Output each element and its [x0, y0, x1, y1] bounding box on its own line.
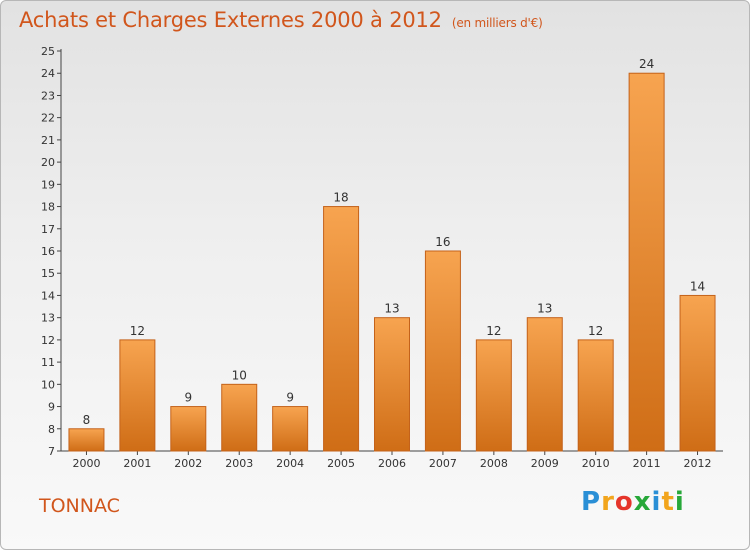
- logo-letter: P: [581, 487, 602, 517]
- bar: [526, 317, 563, 452]
- x-tick-label: 2000: [72, 457, 100, 470]
- y-tick-label: 22: [41, 112, 55, 125]
- x-tick-label: 2005: [327, 457, 355, 470]
- bar: [323, 206, 360, 452]
- y-tick-label: 12: [41, 334, 55, 347]
- x-tick-label: 2007: [429, 457, 457, 470]
- chart-subtitle: (en milliers d'€): [451, 16, 543, 30]
- logo-letter: i: [651, 487, 662, 517]
- logo-letter: x: [633, 487, 652, 517]
- x-tick-label: 2003: [225, 457, 253, 470]
- bar: [272, 406, 309, 452]
- bar: [475, 339, 512, 452]
- chart-title: Achats et Charges Externes 2000 à 2012 (e…: [19, 8, 543, 32]
- y-tick-label: 25: [41, 45, 55, 58]
- y-tick-label: 16: [41, 245, 55, 258]
- y-tick-label: 21: [41, 134, 55, 147]
- y-tick-label: 13: [41, 312, 55, 325]
- bar-value-label: 16: [435, 235, 450, 249]
- bar: [679, 294, 716, 452]
- y-tick-label: 24: [41, 67, 55, 80]
- bar-value-label: 10: [232, 368, 247, 382]
- chart-title-text: Achats et Charges Externes 2000 à 2012: [19, 8, 442, 32]
- bar: [221, 383, 258, 452]
- x-tick-label: 2001: [123, 457, 151, 470]
- x-tick-label: 2002: [174, 457, 202, 470]
- bar: [374, 317, 410, 452]
- x-tick-label: 2011: [633, 457, 661, 470]
- y-tick-label: 18: [41, 201, 55, 214]
- bar-value-label: 12: [486, 324, 501, 338]
- x-tick-label: 2008: [480, 457, 508, 470]
- bar-value-label: 24: [639, 57, 654, 71]
- y-tick-label: 23: [41, 89, 55, 102]
- logo-letter: r: [601, 487, 615, 517]
- bar: [577, 339, 614, 452]
- proxiti-logo[interactable]: Proxiti: [581, 487, 685, 517]
- x-tick-label: 2009: [531, 457, 559, 470]
- chart-axes: 7 8 9 10 11 12 13 14 15 16 17 18 19 20 21 22 23 24 25 2000 2…: [41, 45, 723, 470]
- bar-value-label: 8: [83, 413, 91, 427]
- logo-letter: t: [661, 487, 675, 517]
- chart-bars: 8 12 9 10 9 18 13 16 12 13 12 24 14: [68, 57, 716, 452]
- y-tick-label: 8: [48, 423, 55, 436]
- y-tick-label: 19: [41, 178, 55, 191]
- logo-letter: o: [614, 487, 634, 517]
- y-tick-label: 14: [41, 289, 55, 302]
- y-tick-label: 17: [41, 223, 55, 236]
- bar-value-label: 9: [286, 391, 294, 405]
- x-tick-label: 2004: [276, 457, 304, 470]
- logo-letter: i: [674, 487, 685, 517]
- city-name: TONNAC: [39, 495, 120, 517]
- y-tick-label: 11: [41, 356, 55, 369]
- x-tick-label: 2010: [582, 457, 610, 470]
- bar: [119, 339, 156, 452]
- y-tick-label: 20: [41, 156, 55, 169]
- bar: [68, 428, 105, 452]
- y-tick-label: 7: [48, 445, 55, 458]
- bar-value-label: 13: [537, 302, 552, 316]
- y-tick-label: 15: [41, 267, 55, 280]
- y-tick-label: 9: [48, 401, 55, 414]
- x-tick-label: 2012: [684, 457, 712, 470]
- bar-value-label: 18: [333, 191, 348, 205]
- bar: [170, 406, 207, 452]
- bar-value-label: 14: [690, 279, 705, 293]
- bar-value-label: 12: [130, 324, 145, 338]
- y-tick-label: 10: [41, 378, 55, 391]
- bar: [628, 72, 665, 452]
- bar-value-label: 9: [184, 391, 192, 405]
- bar: [424, 250, 461, 452]
- bar-value-label: 12: [588, 324, 603, 338]
- x-tick-label: 2006: [378, 457, 406, 470]
- bar-value-label: 13: [384, 302, 399, 316]
